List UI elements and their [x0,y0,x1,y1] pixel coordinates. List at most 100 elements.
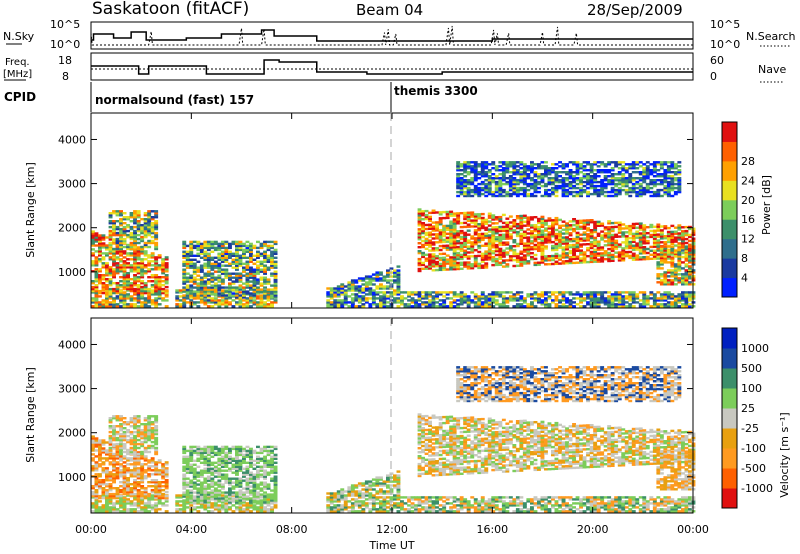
power-cell [143,282,148,285]
power-cell [530,167,534,170]
power-cell [484,299,489,302]
power-cell [501,297,506,300]
velocity-cell [119,457,123,460]
power-cell [589,169,594,172]
power-cell [610,169,615,172]
power-cell [484,228,489,231]
power-cell [558,234,562,237]
power-cell [561,192,566,196]
power-cell [498,165,503,168]
power-cell [133,260,137,263]
velocity-cell [91,459,95,462]
power-cell [94,278,99,281]
power-cell [593,250,598,253]
power-cell [540,257,545,260]
power-cell [579,179,583,182]
power-cell [199,266,204,269]
nsearch-tick-low: 10^0 [710,38,740,51]
power-cell [491,236,496,239]
power-cell [231,252,236,255]
power-cell [649,163,654,166]
power-cell [129,295,134,298]
power-cell [596,252,601,255]
power-cell [501,249,506,252]
power-cell [575,171,580,174]
power-cell [421,224,425,227]
power-cell [568,175,573,178]
power-cell [217,301,222,304]
power-cell [670,180,675,184]
power-cell [185,292,190,295]
power-cell [357,279,362,282]
power-cell [126,295,130,298]
power-cell [154,214,159,217]
velocity-cell [112,438,116,442]
power-cell [228,254,232,257]
power-cell [266,282,271,285]
power-cell [624,247,629,250]
velocity-cell [115,442,120,446]
power-cell [435,295,439,298]
power-cell [610,253,615,257]
power-cell [663,242,668,246]
power-cell [589,295,594,298]
power-cell [108,247,113,251]
power-cell [108,289,113,293]
power-cell [213,301,218,304]
velocity-cell [133,489,137,492]
power-cell [238,244,243,248]
power-cell [235,278,239,281]
nsearch-label: N.Search [746,30,796,43]
power-cell [466,239,471,242]
power-cell [519,297,524,300]
power-cell [579,301,583,304]
power-cell [94,234,99,237]
power-cell [143,222,148,225]
power-cell [480,161,485,164]
power-cell [681,273,685,276]
power-cell [452,244,457,247]
power-cell [445,238,450,241]
power-cell [652,233,657,236]
power-cell [494,167,499,170]
power-cell [589,236,594,240]
power-cell [512,239,517,242]
power-cell [558,262,562,265]
power-cell [143,245,148,249]
power-cell [424,257,429,260]
velocity-cell [108,457,113,460]
power-cell [522,177,527,180]
power-cell [593,256,598,259]
power-cell [150,276,155,279]
power-cell [473,239,478,242]
power-cell [484,222,489,225]
power-cell [449,246,454,249]
power-cell [182,246,187,250]
power-cell [463,194,468,198]
power-cell [688,271,692,274]
power-cell [242,292,246,295]
power-cell [108,241,113,245]
power-cell [442,232,447,236]
velocity-cell [98,441,102,444]
velocity-cell [105,498,109,501]
power-cell [512,295,517,298]
power-cell [129,235,134,239]
power-cell [547,177,552,180]
power-cell [596,242,601,245]
power-cell [182,303,187,306]
power-cell [245,276,250,279]
power-cell [652,171,657,174]
power-cell [530,171,534,174]
power-cell [249,242,253,246]
power-cell [136,250,141,253]
power-colorbar-tick: 20 [741,194,755,207]
power-cell [119,284,123,287]
power-cell [463,217,468,221]
power-cell [628,165,633,168]
power-cell [593,297,598,300]
power-cell [459,249,464,253]
power-cell [154,247,159,251]
power-cell [112,227,116,231]
power-cell [652,235,657,238]
